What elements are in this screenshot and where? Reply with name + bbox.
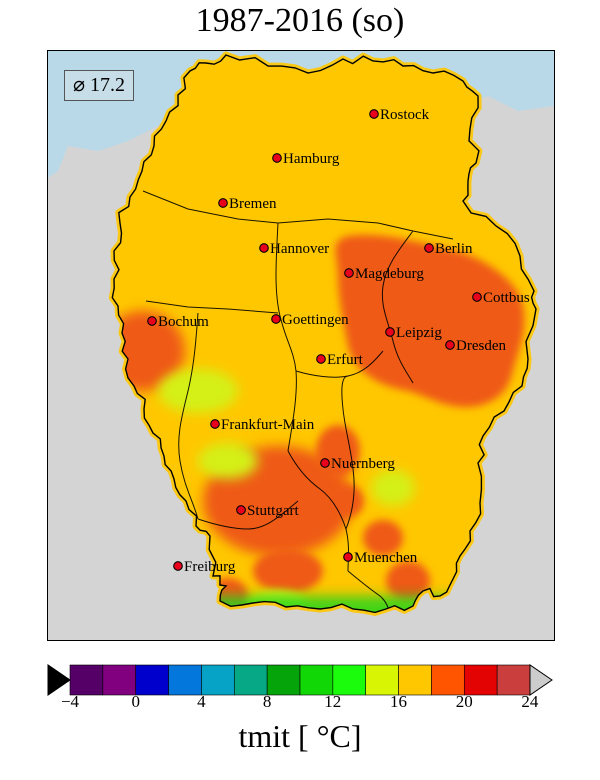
svg-text:Erfurt: Erfurt — [327, 352, 364, 368]
svg-text:Bochum: Bochum — [158, 314, 209, 330]
svg-text:Muenchen: Muenchen — [354, 550, 418, 566]
svg-text:Hannover: Hannover — [270, 241, 329, 257]
svg-text:Hamburg: Hamburg — [283, 151, 340, 167]
svg-text:Leipzig: Leipzig — [396, 325, 442, 341]
svg-text:Dresden: Dresden — [456, 338, 506, 354]
svg-text:Cottbus: Cottbus — [483, 290, 530, 306]
svg-text:Freiburg: Freiburg — [184, 559, 236, 575]
svg-text:Frankfurt-Main: Frankfurt-Main — [221, 417, 315, 433]
svg-text:Nuernberg: Nuernberg — [331, 456, 395, 472]
svg-text:Stuttgart: Stuttgart — [247, 503, 299, 519]
svg-text:Goettingen: Goettingen — [282, 312, 349, 328]
svg-text:Rostock: Rostock — [380, 107, 430, 123]
svg-text:Bremen: Bremen — [229, 196, 277, 212]
svg-text:Magdeburg: Magdeburg — [355, 266, 424, 282]
svg-text:Berlin: Berlin — [435, 241, 473, 257]
